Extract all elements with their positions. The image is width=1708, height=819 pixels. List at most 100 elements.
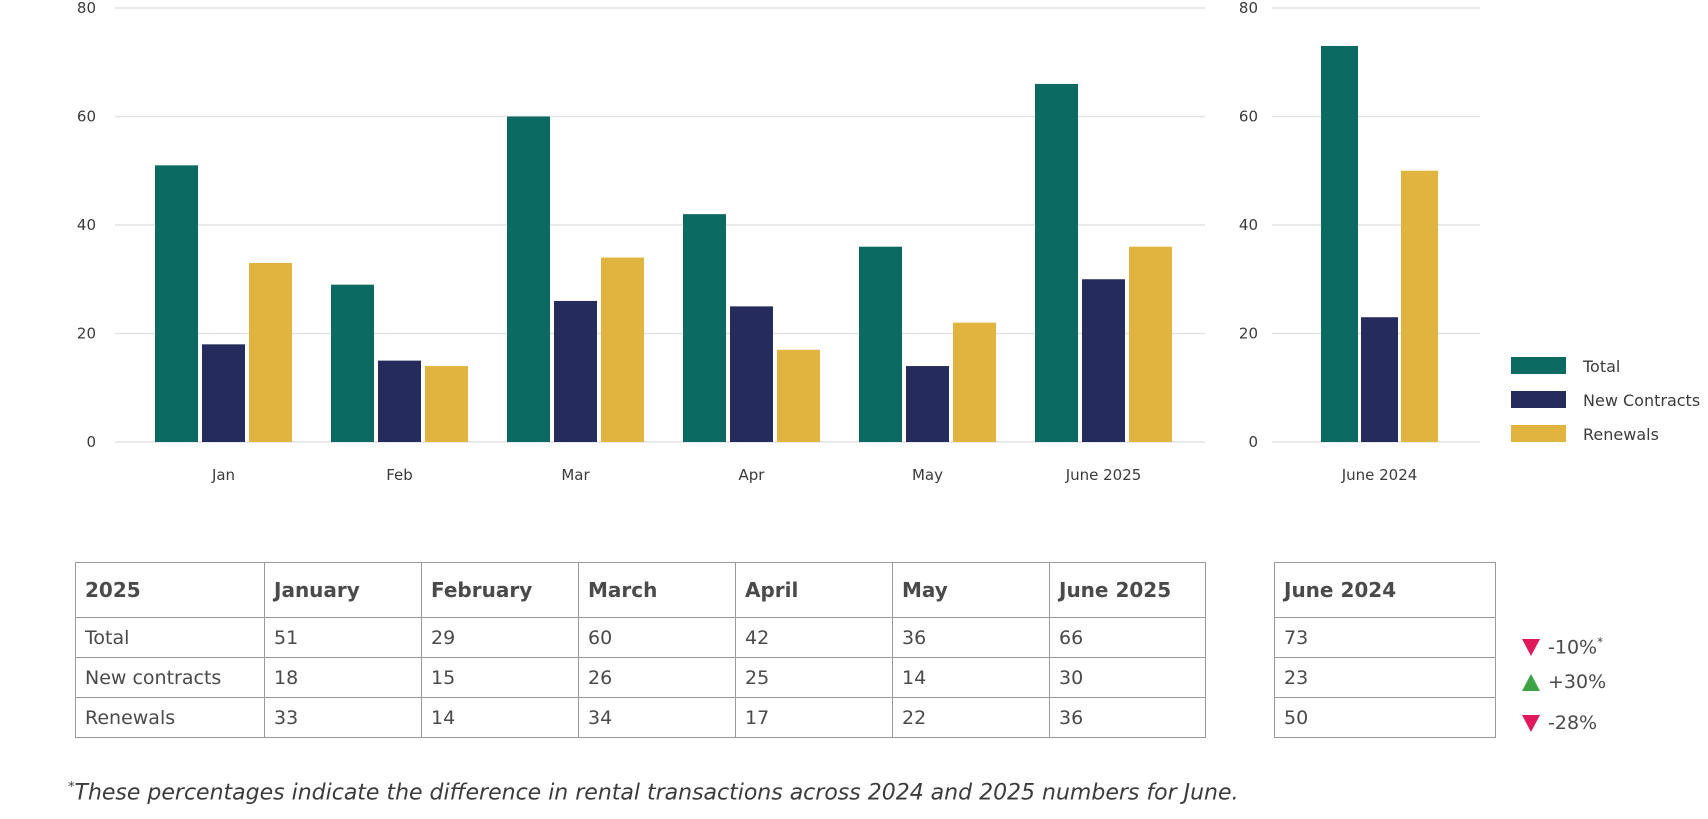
y-tick-label: 60 <box>77 108 96 126</box>
change-indicator-total: -10%* <box>1522 630 1604 658</box>
june-2024-table: June 2024 73 23 50 <box>1274 562 1496 738</box>
x-tick-label: June 2025 <box>1065 466 1142 484</box>
bar-new-contracts <box>378 360 421 442</box>
bar-total <box>1035 83 1078 442</box>
bar-total <box>859 246 902 442</box>
bar-charts: 0 20 40 60 80 Jan Feb Mar Apr May June 2025 0 20 40 60… <box>77 0 1700 484</box>
footnote: *These percentages indicate the differen… <box>68 780 1239 805</box>
table-cell: 29 <box>421 617 579 658</box>
table-cell: 18 <box>264 657 422 698</box>
down-triangle-icon <box>1522 715 1540 732</box>
table-cell: 14 <box>421 697 579 738</box>
down-triangle-icon <box>1522 639 1540 657</box>
bar-new-contracts <box>1361 317 1398 442</box>
bar-total <box>683 214 726 442</box>
table-row: 50 <box>1274 697 1496 738</box>
x-tick-label: June 2024 <box>1341 466 1418 484</box>
y-tick-label: 40 <box>1239 216 1258 234</box>
table-header-cell: June 2025 <box>1049 562 1206 618</box>
bar-renewals <box>777 349 820 442</box>
table-header-cell: May <box>892 562 1050 618</box>
y-tick-label: 0 <box>1248 433 1258 451</box>
x-tick-label: Mar <box>561 466 590 484</box>
table-cell: 23 <box>1274 657 1496 698</box>
table-row: 23 <box>1274 657 1496 698</box>
legend-label: Total <box>1582 357 1620 376</box>
table-row: 73 <box>1274 617 1496 658</box>
up-triangle-icon <box>1522 674 1540 691</box>
table-header-cell: February <box>421 562 579 618</box>
x-tick-label: May <box>912 466 943 484</box>
change-value: +30% <box>1548 671 1607 693</box>
change-indicator-renewals: -28% <box>1522 711 1597 735</box>
y-tick-label: 80 <box>1239 0 1258 17</box>
table-cell: 22 <box>892 697 1050 738</box>
table-cell: 33 <box>264 697 422 738</box>
monthly-data-table: 2025 January February March April May Ju… <box>75 562 1206 738</box>
table-header-cell: June 2024 <box>1274 562 1496 618</box>
bar-new-contracts <box>730 306 773 442</box>
bar-renewals <box>425 366 468 442</box>
table-cell: 73 <box>1274 617 1496 658</box>
bar-renewals <box>1401 170 1438 442</box>
table-cell: 36 <box>892 617 1050 658</box>
bar-total <box>331 284 374 442</box>
x-tick-label: Jan <box>211 466 235 484</box>
table-row: Total 51 29 60 42 36 66 <box>75 617 1206 658</box>
table-cell: 42 <box>735 617 893 658</box>
y-tick-label: 60 <box>1239 108 1258 126</box>
bar-renewals <box>953 322 996 442</box>
table-cell: 17 <box>735 697 893 738</box>
bar-new-contracts <box>906 366 949 442</box>
footnote-marker: * <box>1597 635 1604 649</box>
table-cell: 14 <box>892 657 1050 698</box>
table-cell: New contracts <box>75 657 265 698</box>
bar-renewals <box>249 262 292 442</box>
table-row: Renewals 33 14 34 17 22 36 <box>75 697 1206 738</box>
table-cell: 26 <box>578 657 736 698</box>
y-tick-label: 20 <box>77 325 96 343</box>
footnote-marker: * <box>68 780 75 795</box>
y-tick-label: 20 <box>1239 325 1258 343</box>
legend-swatch <box>1511 425 1566 442</box>
table-row: New contracts 18 15 26 25 14 30 <box>75 657 1206 698</box>
footnote-text: These percentages indicate the differenc… <box>74 780 1239 806</box>
y-tick-label: 40 <box>77 216 96 234</box>
table-cell: Total <box>75 617 265 658</box>
table-cell: 51 <box>264 617 422 658</box>
table-header-cell: March <box>578 562 736 618</box>
change-value: -28% <box>1548 712 1598 734</box>
bar-new-contracts <box>202 344 245 442</box>
y-tick-label: 0 <box>86 433 96 451</box>
table-header-cell: April <box>735 562 893 618</box>
table-cell: Renewals <box>75 697 265 738</box>
legend-label: New Contracts <box>1583 391 1700 410</box>
y-tick-label: 80 <box>77 0 96 17</box>
table-cell: 30 <box>1049 657 1206 698</box>
table-header-cell: January <box>264 562 422 618</box>
change-value: -10% <box>1548 636 1598 659</box>
bar-new-contracts <box>554 300 597 442</box>
table-cell: 25 <box>735 657 893 698</box>
legend-swatch <box>1511 357 1566 374</box>
bar-total <box>507 116 550 442</box>
change-indicator-new-contracts: +30% <box>1522 670 1606 694</box>
table-cell: 15 <box>421 657 579 698</box>
bar-renewals <box>1129 246 1172 442</box>
bar-total <box>1321 45 1358 442</box>
bar-new-contracts <box>1082 279 1125 442</box>
table-cell: 60 <box>578 617 736 658</box>
table-cell: 50 <box>1274 697 1496 738</box>
table-cell: 66 <box>1049 617 1206 658</box>
legend-swatch <box>1511 391 1566 408</box>
table-cell: 36 <box>1049 697 1206 738</box>
bar-total <box>155 165 198 442</box>
x-tick-label: Feb <box>386 466 413 484</box>
x-tick-label: Apr <box>739 466 766 484</box>
table-header-cell: 2025 <box>75 562 265 618</box>
table-cell: 34 <box>578 697 736 738</box>
legend-label: Renewals <box>1583 425 1659 444</box>
bar-renewals <box>601 257 644 442</box>
table-header-row: 2025 January February March April May Ju… <box>75 562 1206 618</box>
table-header-row: June 2024 <box>1274 562 1496 618</box>
